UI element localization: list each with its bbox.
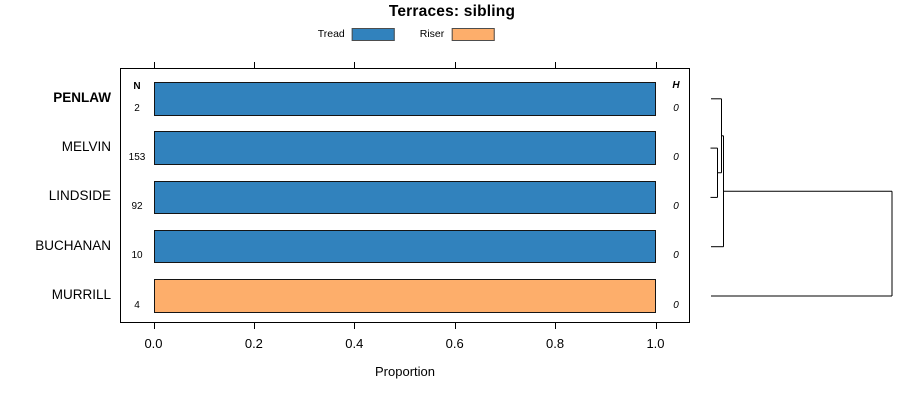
plot-panel-border [120,68,690,323]
legend-item-tread: Tread [318,28,395,41]
x-axis-title: Proportion [375,364,435,379]
n-value-melvin: 153 [128,151,146,163]
row-label-buchanan: BUCHANAN [35,237,111,253]
bar-melvin [153,131,656,165]
h-value-penlaw: 0 [673,102,679,114]
x-tick-label: 0.0 [144,336,163,351]
n-value-penlaw: 2 [134,102,140,114]
legend-swatch-tread [351,28,395,41]
bar-murrill [153,279,656,313]
x-tick-bottom [454,323,456,329]
row-label-melvin: MELVIN [61,139,111,155]
legend-label-riser: Riser [419,28,445,40]
legend-item-riser: Riser [420,28,495,41]
row-label-lindside: LINDSIDE [48,188,111,204]
x-tick-top [555,62,557,68]
h-value-murrill: 0 [673,299,679,311]
x-tick-top [354,62,356,68]
x-tick-bottom [153,323,155,329]
x-tick-label: 0.2 [244,336,263,351]
n-value-lindside: 92 [131,201,143,213]
x-tick-top [655,62,657,68]
n-value-murrill: 4 [134,299,140,311]
chart-legend: Tread Riser [318,28,495,41]
row-label-penlaw: PENLAW [53,89,111,105]
x-tick-bottom [555,323,557,329]
legend-label-tread: Tread [317,28,345,40]
n-column-header: N [133,81,141,92]
x-tick-label: 0.6 [445,336,464,351]
h-value-buchanan: 0 [673,250,679,262]
legend-swatch-riser [451,28,495,41]
h-value-lindside: 0 [673,201,679,213]
x-tick-bottom [655,323,657,329]
x-tick-label: 0.4 [345,336,364,351]
x-tick-label: 0.8 [546,336,565,351]
bar-lindside [153,180,656,215]
row-label-murrill: MURRILL [51,287,111,302]
x-tick-label: 1.0 [646,336,665,351]
x-tick-top [153,62,155,68]
x-tick-top [253,62,255,68]
x-tick-bottom [253,323,255,329]
x-tick-bottom [354,323,356,329]
h-value-melvin: 0 [673,151,679,163]
n-value-buchanan: 10 [131,250,143,262]
bar-penlaw [153,82,656,116]
x-tick-top [454,62,456,68]
chart-title: Terraces: sibling [388,3,516,20]
bar-buchanan [153,229,656,264]
h-column-header: H [672,80,680,91]
